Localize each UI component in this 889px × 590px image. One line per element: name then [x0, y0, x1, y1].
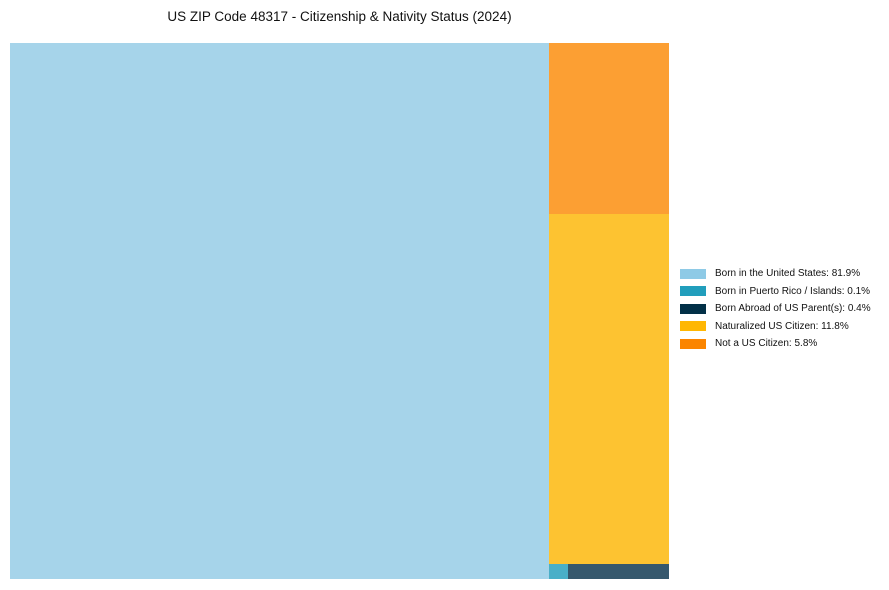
legend-item: Not a US Citizen: 5.8%: [680, 337, 871, 351]
legend-swatch: [680, 268, 706, 279]
tile-puerto-rico: [549, 564, 568, 579]
tile-born-us: [10, 43, 549, 579]
legend-item: Naturalized US Citizen: 11.8%: [680, 320, 871, 334]
tile-born-abroad: [568, 564, 669, 579]
legend-item: Born in the United States: 81.9%: [680, 267, 871, 281]
tile-not-citizen: [549, 43, 669, 214]
legend: Born in the United States: 81.9% Born in …: [680, 267, 871, 355]
legend-swatch: [680, 303, 706, 314]
legend-swatch: [680, 321, 706, 332]
chart-title: US ZIP Code 48317 - Citizenship & Nativi…: [167, 9, 512, 24]
legend-swatch: [680, 338, 706, 349]
legend-item: Born Abroad of US Parent(s): 0.4%: [680, 302, 871, 316]
tile-naturalized: [549, 214, 669, 564]
legend-label: Born Abroad of US Parent(s): 0.4%: [715, 303, 871, 315]
legend-item: Born in Puerto Rico / Islands: 0.1%: [680, 285, 871, 299]
legend-label: Naturalized US Citizen: 11.8%: [715, 320, 849, 332]
legend-swatch: [680, 286, 706, 297]
legend-label: Not a US Citizen: 5.8%: [715, 338, 818, 350]
legend-label: Born in Puerto Rico / Islands: 0.1%: [715, 285, 871, 297]
legend-label: Born in the United States: 81.9%: [715, 268, 861, 280]
